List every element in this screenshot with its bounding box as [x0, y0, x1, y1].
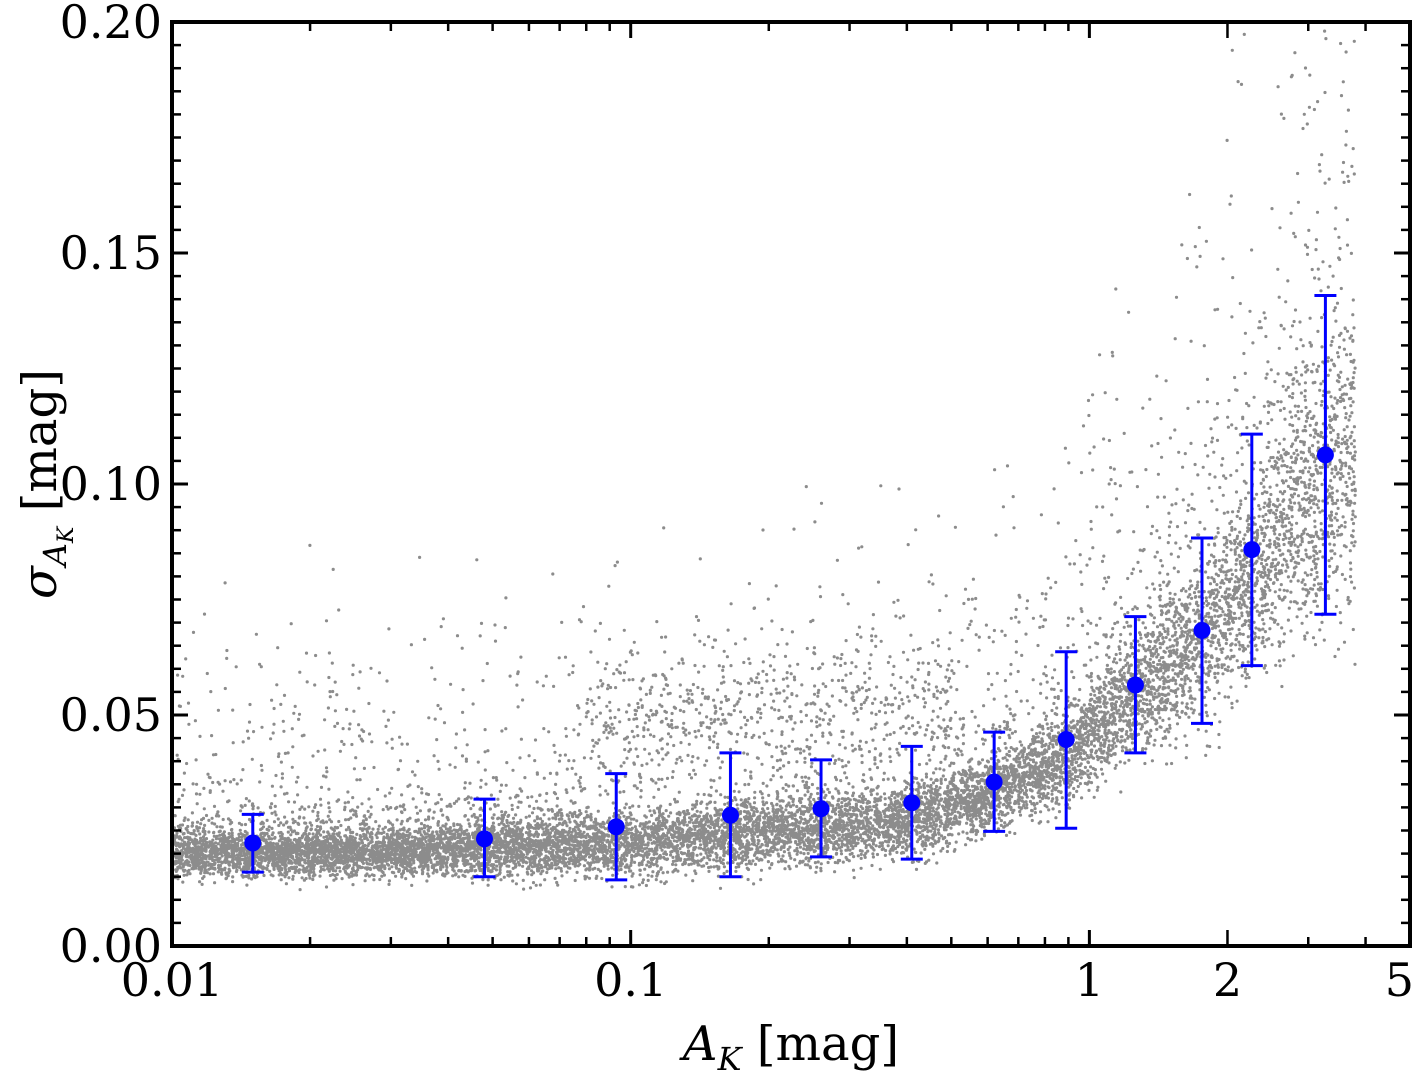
x-tick-label: 2 [1213, 953, 1242, 1007]
errorbar-point [1124, 615, 1147, 755]
x-tick-label: 5 [1385, 953, 1414, 1007]
errorbar-point [719, 751, 742, 879]
errorbar-point [1191, 536, 1214, 725]
tick-labels: 0.01 0.1 1 2 5 0.00 0.05 0.10 0.15 0.20 [60, 0, 1414, 1007]
errorbar-marker [985, 773, 1003, 791]
y-tick-label: 0.20 [60, 0, 162, 49]
errorbar-marker [721, 806, 739, 824]
errorbar-point [241, 812, 264, 874]
errorbar-marker [903, 794, 921, 812]
errorbar-point [1314, 294, 1337, 616]
errorbar-marker [1057, 730, 1075, 748]
errorbar-marker [1193, 621, 1211, 639]
y-tick-label: 0.00 [60, 919, 162, 973]
errorbar-series [241, 294, 1337, 882]
errorbar-point [983, 730, 1006, 833]
y-tick-label: 0.10 [60, 457, 162, 511]
y-tick-label: 0.05 [60, 688, 162, 742]
y-axis-label: σAK [mag] [12, 369, 79, 599]
errorbar-marker [607, 818, 625, 836]
errorbar-point [1240, 432, 1263, 668]
errorbar-point [473, 797, 496, 879]
errorbar-marker [1316, 446, 1334, 464]
x-tick-label: 1 [1075, 953, 1104, 1007]
errorbar-marker [475, 830, 493, 848]
y-tick-label: 0.15 [60, 226, 162, 280]
errorbar-marker [1243, 541, 1261, 559]
errorbar-marker [812, 800, 830, 818]
scatter-cloud [172, 29, 1357, 892]
x-tick-label: 0.1 [594, 953, 667, 1007]
errorbar-point [810, 758, 833, 859]
errorbar-point [605, 772, 628, 882]
scatter-points [172, 29, 1357, 892]
errorbar-point [900, 744, 923, 861]
x-axis-label: AK [mag] [679, 1016, 899, 1076]
errorbar-marker [244, 834, 262, 852]
x-tick-label: 0.01 [121, 953, 223, 1007]
errorbar-point [1055, 650, 1078, 830]
errorbar-marker [1126, 676, 1144, 694]
axis-ticks [170, 20, 1412, 948]
